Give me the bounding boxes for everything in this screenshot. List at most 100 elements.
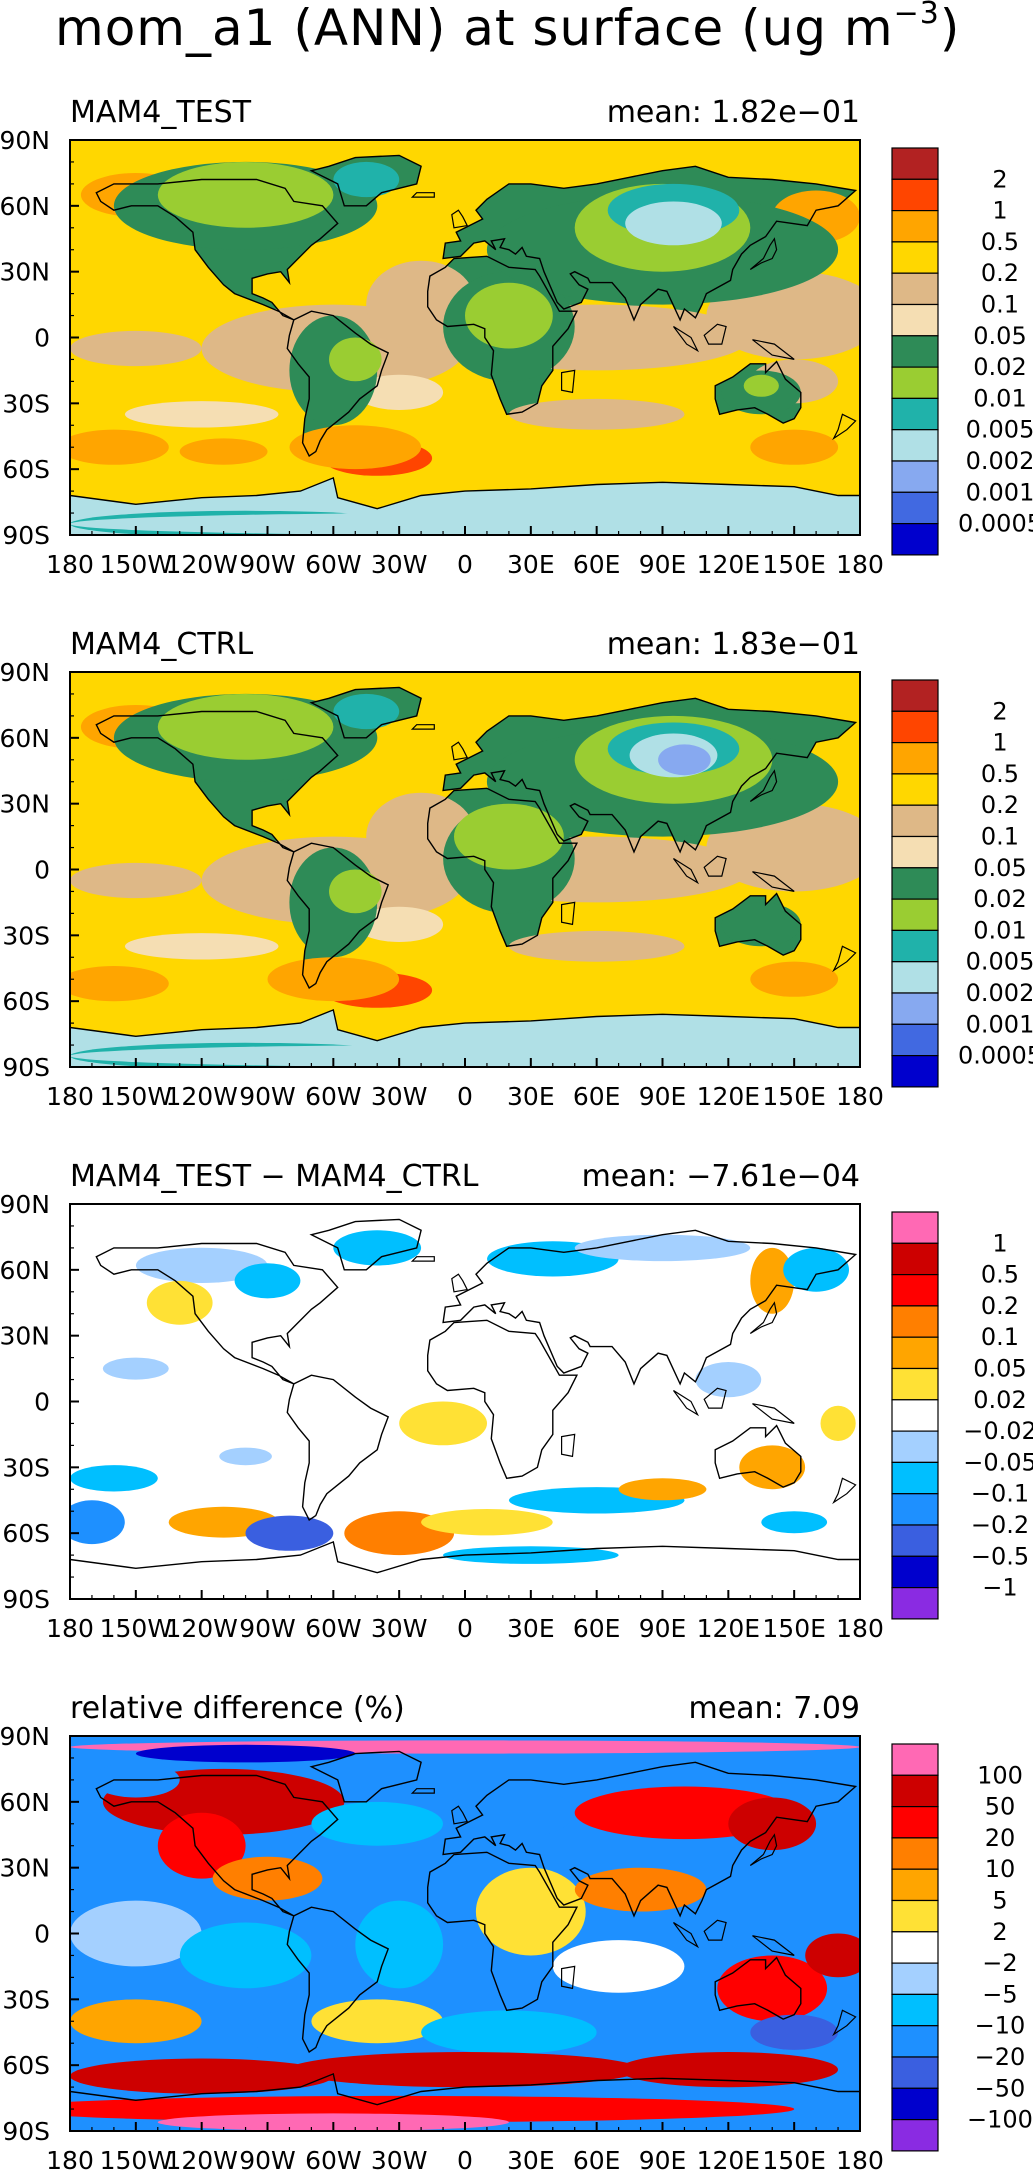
colorbar-swatch xyxy=(891,1805,939,1839)
lon-tick-label: 30E xyxy=(507,2146,555,2175)
contour-region xyxy=(219,1447,272,1466)
colorbar-swatch xyxy=(891,1305,939,1338)
colorbar-swatch xyxy=(891,1868,939,1902)
colorbar-level-label: 2 xyxy=(992,165,1007,193)
panel-mean: mean: −7.61e−04 xyxy=(582,1159,860,1194)
lon-tick-label: 180 xyxy=(836,2146,884,2175)
contour-region xyxy=(311,1999,444,2044)
colorbar-level-label: −0.02 xyxy=(963,1417,1033,1445)
lon-tick-label: 60E xyxy=(573,550,621,579)
lon-tick-label: 30W xyxy=(371,550,428,579)
colorbar-swatch xyxy=(891,335,939,368)
colorbar-swatch xyxy=(891,1774,939,1808)
coastline-australia xyxy=(714,1424,802,1488)
coastline-japan xyxy=(749,237,778,271)
coastline-australia xyxy=(714,1956,802,2020)
lon-tick-label: 30E xyxy=(507,550,555,579)
colorbar-level-label: −0.05 xyxy=(963,1448,1033,1476)
lat-tick-label: 30N xyxy=(0,1854,50,1883)
contour-region xyxy=(618,2052,838,2088)
panel-mean: mean: 7.09 xyxy=(688,1691,860,1726)
colorbar-level-label: 0.2 xyxy=(981,1292,1019,1320)
lon-tick-label: 150W xyxy=(100,1082,172,1111)
contour-region xyxy=(552,1940,685,1993)
coastline-eurasia xyxy=(442,1761,858,1918)
colorbar-swatch xyxy=(891,1524,939,1557)
contour-region xyxy=(245,1515,334,1551)
contour-region xyxy=(443,1546,619,1564)
colorbar-swatch xyxy=(891,929,939,963)
colorbar-swatch xyxy=(891,272,939,306)
coastlines xyxy=(70,1750,860,2131)
contour-region xyxy=(743,374,779,397)
contour-region xyxy=(70,330,202,367)
colorbar-swatch xyxy=(891,679,939,712)
lon-tick-label: 180 xyxy=(46,1082,94,1111)
contour-region xyxy=(750,2014,839,2050)
colorbar-level-label: 0.01 xyxy=(973,916,1026,944)
lat-tick-label: 30N xyxy=(0,1322,50,1351)
colorbar-level-label: 0.1 xyxy=(981,823,1019,851)
contour-region xyxy=(399,1401,487,1446)
colorbar-level-label: 0.01 xyxy=(973,384,1026,412)
coastline-south-america xyxy=(286,310,390,458)
lon-tick-label: 60E xyxy=(573,2146,621,2175)
colorbar-swatch xyxy=(891,1931,939,1964)
colorbar-swatch xyxy=(891,1399,939,1432)
contour-region xyxy=(750,1247,795,1314)
lat-tick-label: 30S xyxy=(2,389,50,418)
contour-region xyxy=(658,744,711,776)
coastline-japan xyxy=(749,1833,778,1867)
lat-tick-label: 30N xyxy=(0,790,50,819)
colorbar-level-label: 2 xyxy=(992,1918,1007,1946)
contour-region xyxy=(157,162,334,228)
lon-tick-label: 180 xyxy=(46,1614,94,1643)
colorbar-swatch xyxy=(891,867,939,900)
contour-region xyxy=(70,966,169,1002)
colorbar-swatch xyxy=(891,1586,939,1620)
contour-region xyxy=(783,1247,849,1292)
contour-region xyxy=(124,933,279,960)
coastline-uk xyxy=(451,741,469,761)
contour-region xyxy=(135,1744,356,1763)
contour-region xyxy=(329,337,382,382)
colorbar-swatch xyxy=(891,303,939,337)
colorbar-level-label: 0.0005 xyxy=(958,510,1033,538)
lon-tick-label: 180 xyxy=(836,550,884,579)
lon-tick-label: 120W xyxy=(165,1082,237,1111)
colorbar-swatch xyxy=(891,210,939,243)
colorbar-level-label: 1 xyxy=(992,197,1007,225)
coastline-japan xyxy=(749,1301,778,1335)
lat-tick-label: 30S xyxy=(2,1985,50,2014)
contour-region xyxy=(596,2014,773,2050)
lon-tick-label: 90E xyxy=(639,2146,687,2175)
contour-region xyxy=(574,1867,707,1912)
coastline-iceland xyxy=(410,724,435,730)
lon-tick-label: 90E xyxy=(639,550,687,579)
contour-region xyxy=(421,1509,553,1536)
colorbar-level-label: 1 xyxy=(992,729,1007,757)
colorbar: 2 1 0.5 0.2 0.1 0.05 0.02 0.01 0.005 0.002 0.001 0.… xyxy=(891,679,1033,1088)
lon-tick-label: 30W xyxy=(371,1614,428,1643)
contour-region xyxy=(157,1812,246,1879)
colorbar-level-label: 0.0005 xyxy=(958,1042,1033,1070)
contour-region xyxy=(618,1478,707,1501)
colorbar-swatch xyxy=(891,1054,939,1088)
coastline-new-guinea xyxy=(752,1403,795,1424)
coastline-greenland xyxy=(309,1218,422,1271)
contour-region xyxy=(805,1933,860,1978)
coastline-antarctica xyxy=(70,1540,860,1599)
colorbar-level-label: −2 xyxy=(982,1949,1017,1977)
coastline-north-america xyxy=(95,1242,339,1385)
colorbar-swatch xyxy=(891,1242,939,1276)
lon-tick-label: 60W xyxy=(305,1082,362,1111)
colorbar-swatch xyxy=(891,522,939,556)
colorbar-level-label: 0.05 xyxy=(973,322,1026,350)
colorbar-swatch xyxy=(891,1273,939,1307)
colorbar-level-label: 1 xyxy=(992,1229,1007,1257)
coastline-iceland xyxy=(410,1788,435,1794)
coastline-japan xyxy=(749,769,778,803)
